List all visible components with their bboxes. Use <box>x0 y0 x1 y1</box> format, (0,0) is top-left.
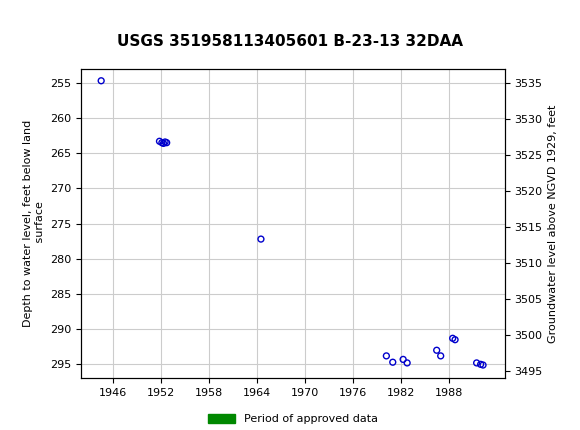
Point <box>476 361 485 368</box>
Y-axis label: Depth to water level, feet below land
 surface: Depth to water level, feet below land su… <box>23 120 45 327</box>
Point <box>162 139 171 146</box>
Point <box>436 353 445 359</box>
Point <box>155 138 164 145</box>
Point <box>451 336 460 343</box>
Text: USGS 351958113405601 B-23-13 32DAA: USGS 351958113405601 B-23-13 32DAA <box>117 34 463 49</box>
Point <box>388 359 397 366</box>
Point <box>472 359 481 366</box>
Point <box>448 335 457 342</box>
Point <box>432 347 441 354</box>
Point <box>403 359 412 366</box>
Text: ▒USGS: ▒USGS <box>12 13 78 39</box>
Point <box>382 353 391 359</box>
Point <box>256 236 266 243</box>
Point <box>157 139 166 146</box>
Point <box>161 138 170 145</box>
Bar <box>465 378 492 383</box>
Bar <box>394 378 397 383</box>
Y-axis label: Groundwater level above NGVD 1929, feet: Groundwater level above NGVD 1929, feet <box>548 104 558 343</box>
Legend: Period of approved data: Period of approved data <box>203 409 383 429</box>
Bar <box>97 378 107 383</box>
Point <box>159 140 168 147</box>
Bar <box>385 378 389 383</box>
Bar <box>257 378 260 383</box>
Bar <box>429 378 449 383</box>
Point <box>398 356 408 363</box>
Point <box>96 77 106 84</box>
Point <box>478 362 488 369</box>
